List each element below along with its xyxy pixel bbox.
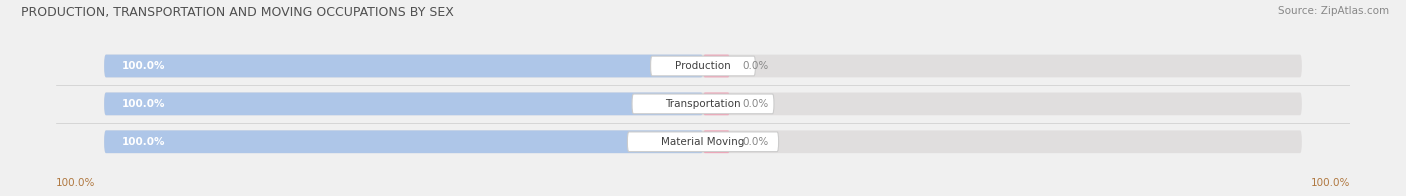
- Text: Production: Production: [675, 61, 731, 71]
- Text: PRODUCTION, TRANSPORTATION AND MOVING OCCUPATIONS BY SEX: PRODUCTION, TRANSPORTATION AND MOVING OC…: [21, 6, 454, 19]
- Text: 100.0%: 100.0%: [122, 61, 166, 71]
- Text: 0.0%: 0.0%: [742, 61, 768, 71]
- Text: 100.0%: 100.0%: [1310, 178, 1350, 188]
- FancyBboxPatch shape: [104, 130, 1302, 153]
- FancyBboxPatch shape: [633, 94, 773, 114]
- Text: Material Moving: Material Moving: [661, 137, 745, 147]
- Text: 0.0%: 0.0%: [742, 137, 768, 147]
- Text: 0.0%: 0.0%: [742, 99, 768, 109]
- FancyBboxPatch shape: [104, 55, 703, 77]
- Text: Source: ZipAtlas.com: Source: ZipAtlas.com: [1278, 6, 1389, 16]
- FancyBboxPatch shape: [104, 130, 703, 153]
- Text: 100.0%: 100.0%: [56, 178, 96, 188]
- FancyBboxPatch shape: [703, 130, 730, 153]
- FancyBboxPatch shape: [104, 55, 1302, 77]
- FancyBboxPatch shape: [703, 93, 730, 115]
- Text: Transportation: Transportation: [665, 99, 741, 109]
- FancyBboxPatch shape: [104, 93, 1302, 115]
- Text: 100.0%: 100.0%: [122, 99, 166, 109]
- Text: 100.0%: 100.0%: [122, 137, 166, 147]
- FancyBboxPatch shape: [703, 55, 730, 77]
- FancyBboxPatch shape: [627, 132, 779, 152]
- FancyBboxPatch shape: [651, 56, 755, 76]
- FancyBboxPatch shape: [104, 93, 703, 115]
